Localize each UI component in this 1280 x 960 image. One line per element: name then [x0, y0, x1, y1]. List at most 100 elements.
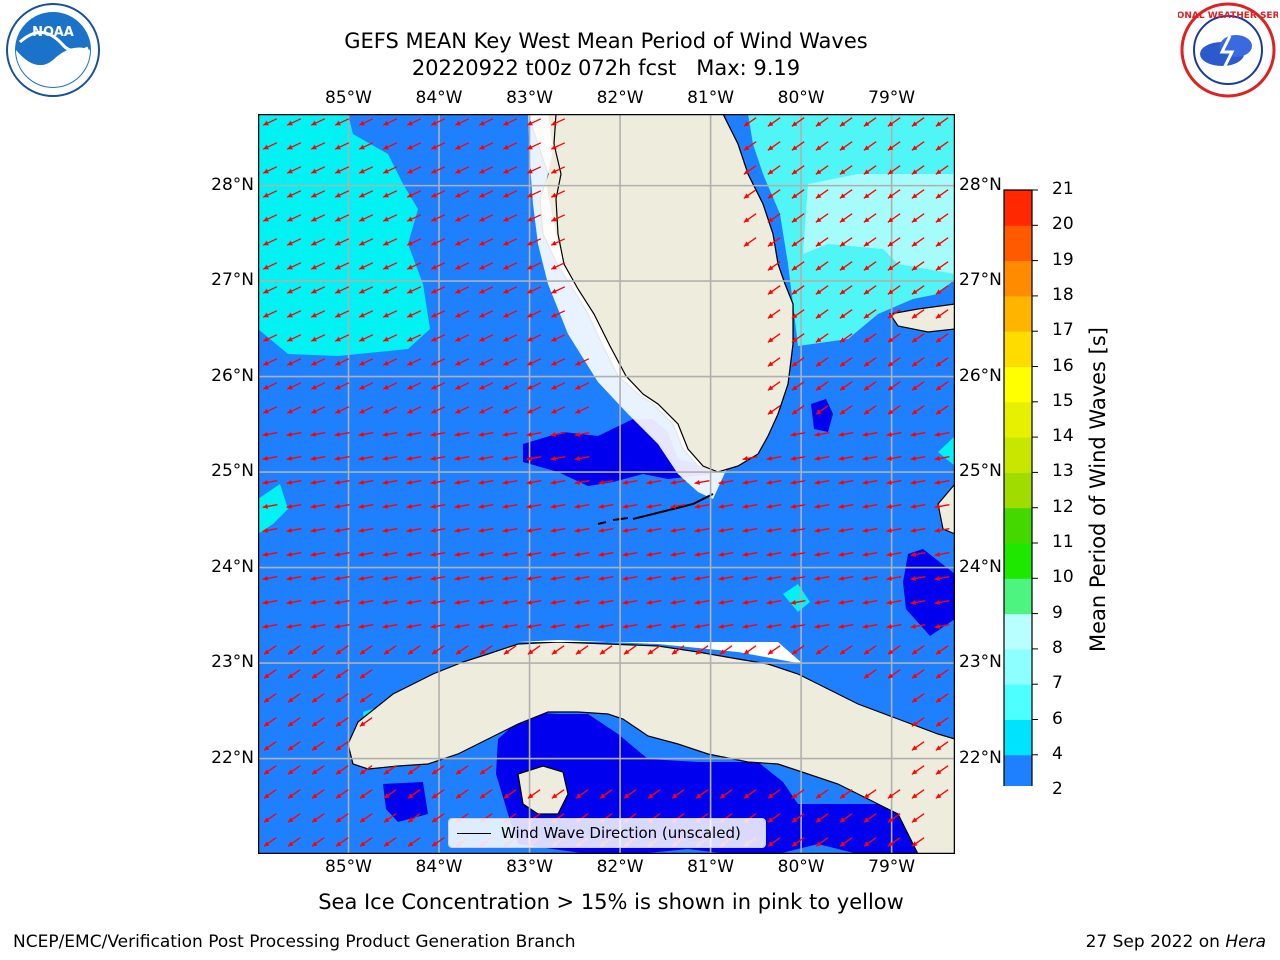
wave-direction-arrow	[263, 765, 277, 775]
wave-direction-arrow	[863, 261, 877, 271]
wave-direction-arrow	[838, 623, 854, 629]
wave-direction-arrow	[526, 262, 542, 270]
wave-direction-arrow	[478, 599, 494, 605]
wave-direction-arrow	[526, 431, 542, 437]
wave-direction-arrow	[550, 118, 566, 126]
wave-direction-arrow	[935, 117, 949, 127]
wave-direction-arrow	[767, 789, 781, 799]
wave-direction-arrow	[550, 190, 566, 198]
wave-direction-arrow	[358, 382, 374, 390]
wave-direction-arrow	[550, 527, 566, 533]
wave-direction-arrow	[454, 623, 470, 629]
wave-direction-arrow	[815, 789, 829, 799]
wave-direction-arrow	[311, 693, 325, 703]
colorbar-tick-label: 16	[1052, 355, 1074, 376]
wave-direction-arrow	[358, 406, 374, 414]
wave-direction-arrow	[382, 358, 398, 366]
wave-direction-arrow	[887, 789, 901, 799]
wave-direction-arrow	[886, 527, 902, 533]
wave-direction-arrow	[646, 479, 662, 485]
wave-direction-arrow	[478, 503, 494, 509]
wave-direction-arrow	[262, 118, 278, 126]
wave-direction-arrow	[766, 623, 782, 629]
lon-tick-label-bottom: 85°W	[325, 857, 372, 877]
wave-direction-arrow	[430, 479, 446, 485]
wave-direction-arrow	[526, 479, 542, 485]
wave-direction-arrow	[406, 238, 422, 246]
wave-direction-arrow	[838, 431, 854, 437]
wave-direction-arrow	[767, 117, 781, 127]
lon-tick-label-top: 79°W	[868, 88, 916, 108]
wave-direction-arrow	[406, 262, 422, 270]
wave-direction-arrow	[766, 455, 782, 461]
wave-direction-arrow	[550, 262, 566, 270]
wave-direction-arrow	[502, 455, 518, 461]
wave-direction-arrow	[767, 309, 781, 319]
wave-direction-arrow	[502, 238, 518, 246]
wave-direction-arrow	[406, 431, 422, 437]
wave-direction-arrow	[550, 623, 566, 629]
wave-direction-arrow	[911, 693, 925, 703]
wave-direction-arrow	[815, 405, 829, 415]
wave-direction-arrow	[502, 503, 518, 509]
wave-direction-arrow	[695, 645, 709, 655]
wave-direction-arrow	[814, 551, 830, 557]
wave-direction-arrow	[430, 334, 446, 342]
wave-direction-arrow	[262, 455, 278, 461]
wave-direction-arrow	[527, 645, 541, 655]
wave-direction-arrow	[887, 117, 901, 127]
colorbar-segment	[1004, 401, 1032, 438]
wave-direction-arrow	[262, 334, 278, 342]
lat-tick-label-left: 23°N	[211, 652, 254, 673]
wave-direction-arrow	[478, 214, 494, 222]
wave-direction-arrow	[455, 645, 469, 655]
wave-direction-arrow	[574, 431, 590, 437]
wave-direction-arrow	[430, 406, 446, 414]
wave-direction-arrow	[262, 214, 278, 222]
wave-direction-arrow	[550, 214, 566, 222]
wave-direction-arrow	[839, 381, 853, 391]
wave-direction-arrow	[719, 645, 733, 655]
wave-direction-arrow	[911, 165, 925, 175]
wave-direction-arrow	[502, 166, 518, 174]
wave-direction-arrow	[311, 669, 325, 679]
wave-direction-arrow	[358, 334, 374, 342]
wave-direction-arrow	[814, 623, 830, 629]
wave-direction-arrow	[910, 503, 926, 509]
wave-direction-arrow	[598, 599, 614, 605]
wave-direction-arrow	[382, 334, 398, 342]
colorbar-segment	[1004, 225, 1032, 262]
wave-direction-arrow	[863, 645, 877, 655]
chart-title-line2: 20220922 t00z 072h fcst Max: 9.19	[411, 56, 801, 80]
wave-direction-arrow	[454, 503, 470, 509]
wave-direction-arrow	[383, 789, 397, 799]
wave-direction-arrow	[478, 334, 494, 342]
wave-direction-arrow	[383, 765, 397, 775]
wave-direction-arrow	[646, 575, 662, 581]
wave-direction-arrow	[478, 118, 494, 126]
wave-direction-arrow	[334, 551, 350, 557]
wave-direction-arrow	[479, 645, 493, 655]
wave-direction-arrow	[694, 599, 710, 605]
wave-direction-arrow	[454, 214, 470, 222]
wave-direction-arrow	[839, 285, 853, 295]
wave-direction-arrow	[718, 503, 734, 509]
wave-direction-arrow	[406, 358, 422, 366]
wave-direction-arrow	[263, 789, 277, 799]
wave-direction-arrow	[310, 527, 326, 533]
lon-tick-label-top: 84°W	[415, 88, 463, 108]
wave-direction-arrow	[862, 479, 878, 485]
colorbar-tick-label: 15	[1052, 390, 1074, 411]
wave-direction-arrow	[814, 575, 830, 581]
wave-direction-arrow	[502, 406, 518, 414]
wave-direction-arrow	[454, 118, 470, 126]
wave-direction-arrow	[502, 358, 518, 366]
wave-direction-arrow	[358, 238, 374, 246]
contour-cyan-reef	[783, 584, 810, 612]
wave-direction-arrow	[791, 333, 805, 343]
wave-direction-arrow	[574, 382, 590, 390]
wave-direction-arrow	[262, 503, 278, 509]
wave-direction-arrow	[286, 623, 302, 629]
wave-direction-arrow	[526, 358, 542, 366]
wave-direction-arrow	[406, 382, 422, 390]
